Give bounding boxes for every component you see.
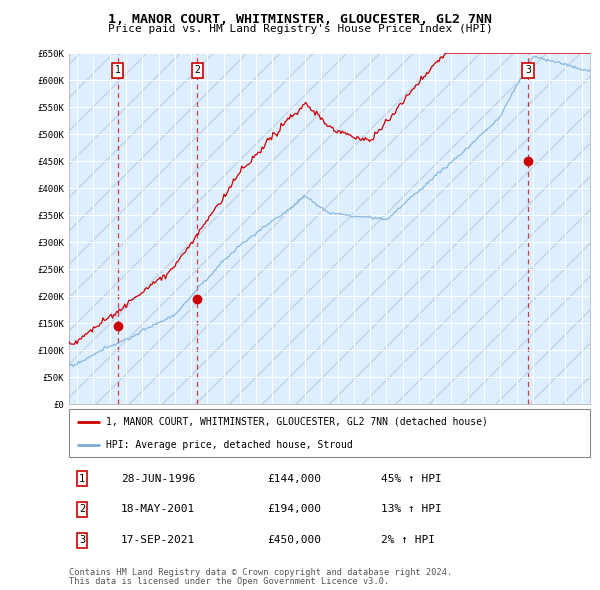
Text: 45% ↑ HPI: 45% ↑ HPI <box>382 474 442 484</box>
Text: £450,000: £450,000 <box>267 535 321 545</box>
Text: 17-SEP-2021: 17-SEP-2021 <box>121 535 196 545</box>
Text: Contains HM Land Registry data © Crown copyright and database right 2024.: Contains HM Land Registry data © Crown c… <box>69 568 452 576</box>
Text: 3: 3 <box>525 65 531 76</box>
Text: 3: 3 <box>79 535 85 545</box>
Text: 18-MAY-2001: 18-MAY-2001 <box>121 504 196 514</box>
FancyBboxPatch shape <box>69 409 590 457</box>
Text: 2: 2 <box>194 65 200 76</box>
Text: 2: 2 <box>79 504 85 514</box>
Text: £144,000: £144,000 <box>267 474 321 484</box>
Text: 1: 1 <box>79 474 85 484</box>
Text: Price paid vs. HM Land Registry's House Price Index (HPI): Price paid vs. HM Land Registry's House … <box>107 24 493 34</box>
Text: 1: 1 <box>115 65 121 76</box>
Text: 28-JUN-1996: 28-JUN-1996 <box>121 474 196 484</box>
Text: HPI: Average price, detached house, Stroud: HPI: Average price, detached house, Stro… <box>106 440 353 450</box>
Text: 1, MANOR COURT, WHITMINSTER, GLOUCESTER, GL2 7NN: 1, MANOR COURT, WHITMINSTER, GLOUCESTER,… <box>108 13 492 26</box>
Text: 2% ↑ HPI: 2% ↑ HPI <box>382 535 436 545</box>
Text: £194,000: £194,000 <box>267 504 321 514</box>
Text: 13% ↑ HPI: 13% ↑ HPI <box>382 504 442 514</box>
Text: 1, MANOR COURT, WHITMINSTER, GLOUCESTER, GL2 7NN (detached house): 1, MANOR COURT, WHITMINSTER, GLOUCESTER,… <box>106 417 488 427</box>
Text: This data is licensed under the Open Government Licence v3.0.: This data is licensed under the Open Gov… <box>69 577 389 586</box>
